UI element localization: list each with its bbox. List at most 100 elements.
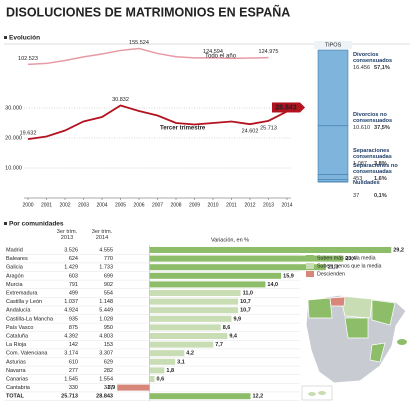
value-label: 8,6 [223,325,231,331]
bar [149,341,214,348]
bar [117,384,150,391]
bar [149,264,326,271]
section-heading: Evolución [9,35,40,42]
cell: 25.713 [61,394,78,400]
row-name: TOTAL [6,394,24,400]
map-island [308,392,316,396]
cell: 277 [69,368,78,374]
bar [149,272,282,279]
cell: 282 [104,368,113,374]
segment-value: 16.456 [353,65,371,71]
cell: 142 [69,342,78,348]
y-tick-label: 30.000 [5,105,22,111]
bar [149,247,392,253]
bar [149,350,185,357]
cell: 603 [69,273,78,279]
title: DISOLUCIONES DE MATRIMONIOS EN ESPAÑA [6,4,290,19]
cell: 875 [69,325,78,331]
cell: 624 [69,256,78,262]
cell: 153 [104,342,113,348]
x-tick-label: 2012 [244,202,255,208]
segment-label: Nulidades [353,180,380,186]
cell: 330 [69,385,78,391]
cell: 935 [69,316,78,322]
value-label: 9,4 [229,333,238,339]
cell: 950 [104,325,113,331]
cell: 3.307 [99,351,113,357]
bar [149,393,251,400]
value-label: 19.632 [20,131,37,137]
bar [149,307,239,314]
row-name: Madrid [6,247,23,253]
row-name: Aragón [6,273,24,279]
bar-title: Variación, en % [211,237,249,243]
row-name: País Vasco [6,325,33,331]
bar [149,376,155,382]
map-island [397,339,407,345]
section-heading: Por comunidades [9,221,64,228]
x-tick-label: 2010 [207,202,218,208]
cell: 610 [69,359,78,365]
cell: 1.733 [99,265,113,271]
cell: 1.554 [99,376,113,382]
map-island [318,391,326,395]
value-label: 12,2 [253,394,264,400]
value-label: 1,8 [166,368,174,374]
bar [149,358,176,365]
segment-percent: 0,1% [374,193,387,199]
value-label: 24.602 [242,129,259,135]
value-label: 9,9 [233,316,241,322]
value-label: 28.843 [275,104,297,111]
legend-label: Descienden [317,271,345,277]
segment-percent: 57,1% [374,65,390,71]
value-label: 15,9 [283,273,294,279]
highlight-arrow [300,102,305,113]
column-header: 3er trim. 2013 [56,229,78,242]
value-label: 21,3 [328,265,339,271]
bar [149,324,221,331]
header [314,41,352,49]
cell: 1.545 [64,376,78,382]
cell: 1.037 [64,299,78,305]
segment-percent: 3,8% [374,161,387,167]
map-region [344,317,369,339]
legend-label: Suben menos que la media [317,263,382,269]
segment-value: 1.087 [353,161,367,167]
stack-segment [317,179,349,183]
x-tick-label: 2008 [170,202,181,208]
cell: 28.843 [96,394,113,400]
map-region [329,296,346,307]
cell: 4.924 [64,308,78,314]
x-tick-label: 2004 [96,202,107,208]
value-label: 102.523 [18,56,38,62]
cell: 770 [104,256,113,262]
legend-swatch [306,263,314,269]
map-region [339,295,373,319]
value-label: 30.832 [112,97,129,103]
row-name: La Rioja [6,342,27,348]
cell: 5.449 [99,308,113,314]
row-name: Extremadura [6,290,38,296]
value-label: 124.594 [203,49,223,55]
bar [149,367,165,374]
value-label: 11,0 [243,290,253,296]
segment-percent: 37,5% [374,125,390,131]
segment-value: 10.610 [353,125,371,131]
row-name: Baleares [6,256,28,262]
x-tick-label: 2007 [152,202,163,208]
x-tick-label: 2005 [115,202,126,208]
y-tick-label: 10.000 [5,165,22,171]
row-name: Canarias [6,376,28,382]
bullet [4,36,7,39]
cell: 4.555 [99,247,113,253]
cell: 3.174 [64,351,78,357]
bar [149,281,266,288]
cell: 699 [104,273,113,279]
cell: 4.392 [64,333,78,339]
segment-label: Separaciones no consensuadas [353,163,398,176]
cell: 554 [104,290,113,296]
row-name: Castilla-La Mancha [6,316,54,322]
legend-swatch [306,255,314,261]
